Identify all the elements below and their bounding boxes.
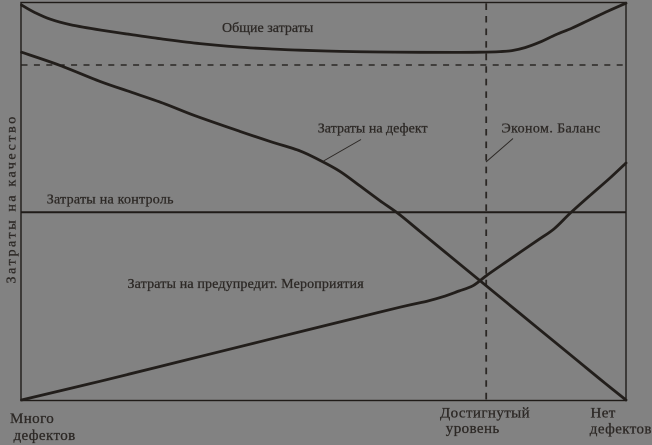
svg-text:дефектов: дефектов <box>14 428 76 444</box>
svg-text:Затраты на дефект: Затраты на дефект <box>318 121 428 136</box>
svg-text:дефектов: дефектов <box>590 422 652 438</box>
svg-text:уровень: уровень <box>446 421 500 437</box>
svg-text:Много: Много <box>10 411 54 427</box>
svg-text:Затраты на качество: Затраты на качество <box>5 114 20 283</box>
svg-text:Затраты на предупредит. Меропр: Затраты на предупредит. Мероприятия <box>128 277 365 292</box>
svg-text:Достигнутый: Достигнутый <box>440 406 530 422</box>
svg-text:Эконом. Баланс: Эконом. Баланс <box>502 121 601 136</box>
svg-text:Общие затраты: Общие затраты <box>222 21 314 36</box>
svg-text:Затраты на контроль: Затраты на контроль <box>47 193 174 208</box>
svg-text:Нет: Нет <box>591 406 616 422</box>
